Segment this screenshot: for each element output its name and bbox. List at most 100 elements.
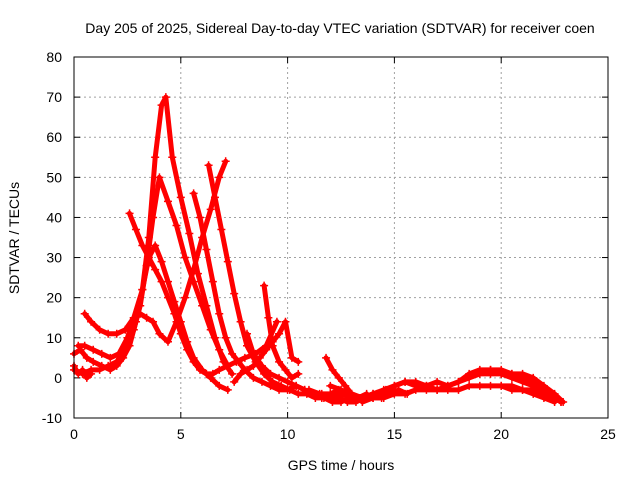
data-point: [243, 365, 252, 374]
y-tick-label: 30: [46, 250, 62, 266]
data-point: [379, 389, 388, 398]
data-point: [268, 377, 277, 386]
data-point: [104, 361, 113, 370]
data-point: [215, 381, 224, 390]
data-point: [550, 389, 559, 398]
data-point: [155, 329, 164, 338]
data-point: [223, 361, 232, 370]
data-point: [215, 345, 224, 354]
data-point: [275, 373, 284, 382]
data-point: [80, 309, 89, 318]
data-point: [255, 353, 264, 362]
series-pass-7: [204, 161, 371, 406]
data-point: [204, 161, 213, 170]
x-tick-label: 15: [387, 426, 403, 442]
y-tick-label: -10: [42, 410, 62, 426]
data-point: [275, 329, 284, 338]
data-point: [104, 329, 113, 338]
data-point: [465, 381, 474, 390]
data-point: [144, 253, 153, 262]
data-point: [114, 349, 123, 358]
data-point: [343, 397, 352, 406]
data-point: [422, 385, 431, 394]
data-point: [401, 377, 410, 386]
x-tick-label: 5: [177, 426, 185, 442]
data-point: [206, 325, 215, 334]
data-point: [275, 357, 284, 366]
series-pass-10: [230, 317, 303, 386]
x-tick-label: 25: [600, 426, 616, 442]
data-point: [230, 377, 239, 386]
data-point: [157, 277, 166, 286]
data-point: [518, 385, 527, 394]
data-point: [82, 373, 91, 382]
data-point: [136, 301, 145, 310]
data-point: [475, 365, 484, 374]
y-tick-label: 10: [46, 330, 62, 346]
data-point: [183, 345, 192, 354]
data-point: [125, 209, 134, 218]
data-point: [249, 373, 258, 382]
data-point: [138, 241, 147, 250]
data-point: [181, 293, 190, 302]
data-point: [281, 317, 290, 326]
data-point: [401, 389, 410, 398]
data-point: [240, 353, 249, 362]
data-point: [411, 377, 420, 386]
data-point: [142, 313, 151, 322]
data-point: [249, 361, 258, 370]
data-point: [208, 277, 217, 286]
data-point: [189, 189, 198, 198]
data-point: [176, 329, 185, 338]
series-pass-14: [486, 365, 568, 406]
data-point: [287, 353, 296, 362]
data-point: [550, 397, 559, 406]
data-point: [215, 173, 224, 182]
data-point: [326, 381, 335, 390]
data-point: [454, 385, 463, 394]
y-tick-label: 60: [46, 129, 62, 145]
data-point: [196, 365, 205, 374]
data-point: [285, 385, 294, 394]
data-point: [189, 357, 198, 366]
data-point: [294, 357, 303, 366]
data-series: [70, 93, 568, 406]
data-point: [136, 309, 145, 318]
data-point: [170, 309, 179, 318]
data-point: [163, 337, 172, 346]
x-tick-label: 0: [70, 426, 78, 442]
data-point: [95, 325, 104, 334]
series-pass-16: [497, 381, 559, 406]
data-point: [497, 365, 506, 374]
data-point: [539, 381, 548, 390]
data-point: [123, 333, 132, 342]
data-point: [163, 293, 172, 302]
data-point: [243, 329, 252, 338]
data-point: [326, 389, 335, 398]
y-tick-label: 70: [46, 89, 62, 105]
data-point: [486, 365, 495, 374]
data-point: [257, 377, 266, 386]
data-point: [249, 349, 258, 358]
data-point: [95, 365, 104, 374]
data-point: [89, 357, 98, 366]
data-point: [172, 221, 181, 230]
y-tick-label: 20: [46, 290, 62, 306]
data-point: [217, 225, 226, 234]
data-point: [486, 381, 495, 390]
data-point: [106, 353, 115, 362]
data-point: [129, 313, 138, 322]
data-point: [112, 329, 121, 338]
data-point: [221, 157, 230, 166]
data-point: [277, 381, 286, 390]
data-point: [189, 265, 198, 274]
data-point: [193, 269, 202, 278]
data-point: [223, 385, 232, 394]
data-point: [151, 153, 160, 162]
data-point: [221, 333, 230, 342]
data-point: [433, 385, 442, 394]
data-point: [155, 173, 164, 182]
data-point: [529, 373, 538, 382]
data-point: [257, 361, 266, 370]
